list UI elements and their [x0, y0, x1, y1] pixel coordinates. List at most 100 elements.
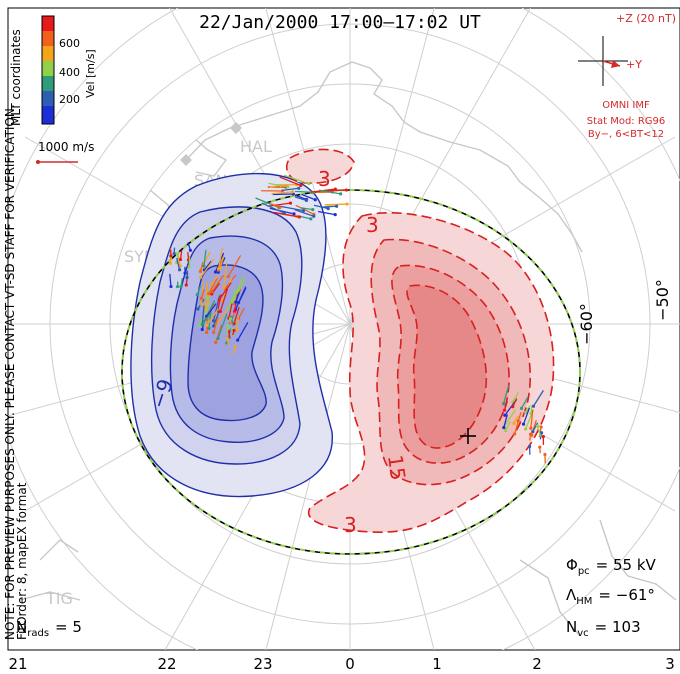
- coordinates-note: MLT coordinates: [9, 29, 23, 126]
- vector-origin: [292, 212, 296, 216]
- imf-source: OMNI IMF: [602, 100, 650, 111]
- vector-origin: [333, 187, 337, 191]
- vector-origin: [226, 324, 230, 328]
- velocity-vector: [267, 202, 291, 207]
- reference-vector: 1000 m/s: [36, 140, 94, 164]
- velocity-vector: [502, 384, 510, 404]
- station-marker: [180, 154, 192, 166]
- velocity-vector: [169, 273, 172, 287]
- vector-origin: [236, 338, 240, 342]
- velocity-vector: [206, 303, 217, 317]
- velocity-vector: [522, 407, 530, 425]
- velocity-vector: [217, 248, 223, 269]
- velocity-vector: [238, 307, 245, 320]
- vector-origin: [168, 261, 172, 265]
- vector-origin: [312, 214, 316, 218]
- station-label-tig: TIG: [45, 589, 73, 608]
- vector-origin: [187, 265, 191, 269]
- velocity-vector: [223, 262, 228, 288]
- vector-origin: [232, 309, 237, 314]
- vector-origin: [218, 309, 222, 313]
- vector-origin: [282, 211, 286, 215]
- vector-origin: [538, 445, 542, 449]
- vector-origin: [213, 270, 218, 274]
- reference-vector-label: 1000 m/s: [38, 140, 94, 154]
- vector-origin: [344, 188, 349, 192]
- contour-label-pos-top: 3: [318, 167, 331, 191]
- velocity-vector: [201, 305, 205, 325]
- mlt-label-1: 1: [432, 655, 442, 673]
- vector-origin: [188, 248, 193, 252]
- vector-origin: [212, 330, 216, 335]
- preview-note: NOTE: FOR PREVIEW PURPOSES ONLY. PLEASE …: [3, 104, 17, 640]
- vector-origin: [195, 293, 199, 297]
- colorbar-label: Vel [m/s]: [84, 49, 97, 98]
- vector-origin: [535, 424, 540, 428]
- velocity-vector: [204, 281, 209, 309]
- vector-origin: [503, 413, 507, 417]
- vector-origin: [175, 285, 180, 289]
- imf-y-label: +Y: [626, 58, 642, 71]
- vector-origin: [531, 404, 536, 408]
- map-frame: [7, 7, 680, 651]
- velocity-vector: [532, 422, 539, 432]
- mlt-label-0: 0: [345, 655, 355, 673]
- vector-origin: [339, 192, 343, 196]
- velocity-vector: [196, 284, 202, 295]
- vector-origin: [503, 429, 508, 433]
- velocity-vector: [313, 204, 329, 210]
- mlt-axis: 21 22 23 0 1 2 3: [8, 655, 674, 673]
- velocity-vector: [198, 301, 211, 326]
- velocity-vector: [317, 210, 336, 216]
- vector-origin: [286, 185, 290, 189]
- vector-origin: [278, 205, 282, 209]
- contour-label-pos-mid: 3: [366, 213, 379, 237]
- vector-origin: [226, 306, 230, 310]
- n-vc: Nvc = 103: [566, 618, 641, 639]
- vector-origin: [199, 296, 204, 300]
- vector-origin: [205, 330, 209, 335]
- vector-origin: [511, 405, 515, 409]
- mlt-label-3: 3: [665, 655, 675, 673]
- velocity-vector: [514, 421, 519, 435]
- velocity-vector: [536, 425, 542, 437]
- vector-origin: [297, 215, 301, 219]
- velocity-vector: [234, 287, 247, 310]
- velocity-vector: [503, 414, 508, 428]
- fit-order-note: FitOrder: 8, mapEX format: [15, 482, 29, 640]
- phi-pc: Φpc = 55 kV: [566, 556, 657, 577]
- vector-origin: [333, 212, 337, 217]
- vector-origin: [207, 292, 211, 296]
- velocity-vector: [530, 409, 534, 429]
- potential-max-marker: [460, 428, 476, 444]
- map-title: 22/Jan/2000 17:00–17:02 UT: [199, 12, 481, 33]
- velocity-vector: [295, 190, 313, 193]
- vector-origin: [512, 421, 516, 425]
- vector-origin: [179, 284, 183, 289]
- velocity-vector: [202, 312, 212, 325]
- velocity-vector: [301, 193, 316, 201]
- imf-clock: +Z (20 nT) +Y OMNI IMF Stat Mod: RG96 By…: [578, 12, 676, 140]
- vector-origin: [297, 186, 301, 190]
- velocity-vector: [512, 392, 519, 403]
- velocity-vector: [227, 255, 242, 277]
- vector-origin: [217, 267, 221, 271]
- velocity-vector: [261, 202, 285, 214]
- mlt-label-21: 21: [8, 655, 27, 673]
- velocity-vector: [504, 421, 512, 431]
- stat-model: Stat Mod: RG96: [587, 116, 666, 127]
- vector-origin: [205, 323, 209, 327]
- vector-origin: [524, 427, 528, 431]
- vector-origin: [228, 317, 233, 321]
- vector-origin: [233, 345, 237, 349]
- convection-boundary-green: [121, 189, 581, 555]
- vector-origin: [502, 402, 506, 406]
- vector-origin: [211, 324, 216, 328]
- velocity-vector: [211, 274, 225, 293]
- velocity-vector: [318, 189, 341, 195]
- vector-origin: [307, 182, 311, 186]
- vector-origin: [335, 204, 339, 208]
- vector-origin: [235, 328, 239, 332]
- vector-origin: [516, 419, 520, 423]
